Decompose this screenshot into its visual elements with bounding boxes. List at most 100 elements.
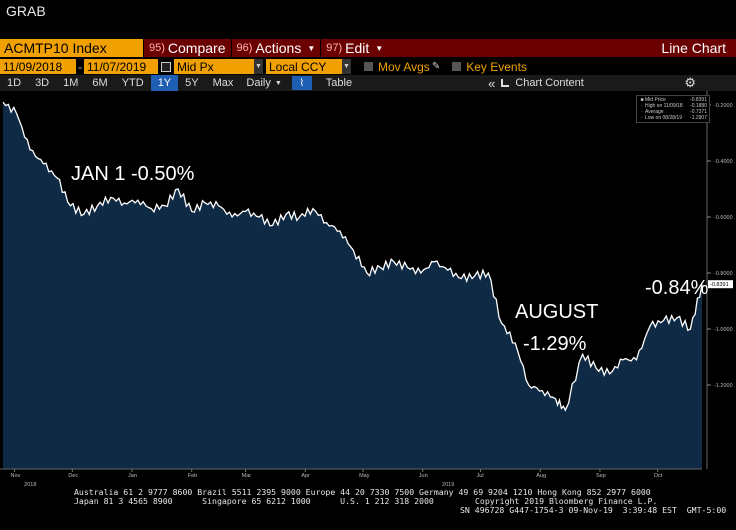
legend-label: Average (645, 109, 664, 115)
period-1m[interactable]: 1M (63, 77, 79, 89)
actions-label: Actions (255, 40, 302, 56)
period-5y[interactable]: 5Y (185, 77, 199, 89)
legend-label: Mid Price (645, 97, 666, 103)
gear-icon[interactable]: ⚙ (684, 75, 696, 90)
ticker-field[interactable]: ACMTP10 Index (0, 39, 143, 57)
legend-label: High on 11/09/18 (645, 103, 683, 109)
caret-down-icon: ▼ (274, 79, 282, 87)
y-tick-label: -0.8000 (714, 271, 733, 277)
footer: Australia 61 2 9777 8600 Brazil 5511 239… (0, 487, 736, 530)
x-tick-label: Apr (301, 473, 310, 479)
table-button[interactable]: Table (325, 77, 353, 89)
date-separator: - (78, 59, 82, 74)
settings-bar: 11/09/2018 - 11/07/2019 Mid Px ▼ Local C… (0, 58, 736, 75)
period-ytd[interactable]: YTD (121, 77, 144, 89)
compare-button[interactable]: 95) Compare (143, 39, 231, 57)
series-line (2, 101, 703, 412)
footer-contacts-line1: Australia 61 2 9777 8600 Brazil 5511 239… (74, 487, 651, 497)
chart-canvas: -0.2000 -0.4000 -0.6000 -0.8000 -1.0000 -1.20… (0, 91, 733, 488)
annotation-august-value: -1.29% (523, 333, 587, 355)
chart-content-icon (501, 79, 510, 87)
calendar-icon[interactable] (161, 61, 171, 72)
x-tick-label: Dec (68, 473, 78, 479)
key-events-checkbox[interactable] (452, 62, 462, 71)
chart-legend: ■ Mid Price -0.8391 · High on 11/09/18 -… (636, 95, 710, 123)
period-max[interactable]: Max (212, 77, 234, 89)
x-tick-label: Oct (654, 473, 663, 479)
mov-avgs-label: Mov Avgs (378, 59, 430, 74)
legend-swatch: · (641, 109, 643, 115)
period-1y[interactable]: 1Y (150, 75, 179, 91)
y-tick-label: -0.4000 (714, 159, 733, 165)
x-tick-label: Nov (11, 473, 21, 479)
actions-menu-button[interactable]: 96) Actions ▼ (230, 39, 321, 57)
legend-swatch: · (641, 115, 643, 121)
y-tick-label: -0.6000 (714, 215, 733, 221)
period-1d[interactable]: 1D (7, 77, 22, 89)
series-area (3, 102, 702, 469)
last-price-label: -0.8391 (710, 282, 729, 288)
chart-content-label: Chart Content (515, 77, 584, 89)
start-date-input[interactable]: 11/09/2018 (0, 59, 76, 74)
footer-contacts-line2: Japan 81 3 4565 8900 Singapore 65 6212 1… (74, 496, 434, 506)
field-dropdown-icon[interactable]: ▼ (254, 59, 263, 74)
x-tick-label: Feb (188, 473, 197, 479)
period-bar: 1D 3D 1M 6M YTD 1Y 5Y Max Daily ▼ ⌇ Tabl… (0, 75, 736, 91)
period-6m[interactable]: 6M (92, 77, 108, 89)
legend-swatch: · (641, 103, 643, 109)
currency-select[interactable]: Local CCY (266, 59, 342, 74)
last-price-marker (708, 280, 733, 289)
legend-value: -0.8391 (690, 97, 707, 103)
annotation-jan: JAN 1 -0.50% (71, 163, 195, 185)
x-year-label: 2019 (442, 482, 454, 488)
footer-copyright: Copyright 2019 Bloomberg Finance L.P. (475, 496, 658, 506)
edit-label: Edit (345, 40, 370, 56)
edit-shortcut: 97) (326, 42, 343, 54)
x-year-label: 2018 (24, 482, 36, 488)
double-chevron-left-icon[interactable]: « (488, 75, 496, 91)
x-tick-label: Mar (242, 473, 252, 479)
currency-dropdown-icon[interactable]: ▼ (342, 59, 351, 74)
window-title: GRAB (6, 3, 46, 19)
price-chart[interactable]: -0.2000 -0.4000 -0.6000 -0.8000 -1.0000 -1.20… (0, 91, 736, 530)
legend-row: · High on 11/09/18 -0.1880 (639, 103, 707, 109)
caret-down-icon: ▼ (375, 43, 384, 53)
period-3d[interactable]: 3D (35, 77, 50, 89)
pencil-icon[interactable]: ✎ (431, 61, 441, 72)
x-tick-label: Sep (596, 473, 606, 479)
x-tick-label: Jun (419, 473, 428, 479)
end-date-input[interactable]: 11/07/2019 (84, 59, 158, 74)
legend-value: -0.7371 (690, 109, 707, 115)
legend-row: · Average -0.7371 (639, 109, 707, 115)
y-tick-label: -1.0000 (714, 327, 733, 333)
field-select[interactable]: Mid Px (174, 59, 254, 74)
caret-down-icon: ▼ (307, 43, 316, 53)
legend-row: ■ Mid Price -0.8391 (639, 97, 707, 103)
legend-value: -0.1880 (690, 103, 707, 109)
view-title: Line Chart (661, 40, 726, 56)
main-toolbar: ACMTP10 Index 95) Compare 96) Actions ▼ … (0, 39, 736, 57)
chart-content-button[interactable]: Chart Content (501, 77, 584, 89)
annotation-last: -0.84% (645, 277, 709, 299)
y-tick-label: -0.2000 (714, 103, 733, 109)
footer-session: SN 496728 G447-1754-3 09-Nov-19 3:39:48 … (460, 505, 727, 515)
x-tick-label: Aug (536, 473, 546, 479)
x-tick-label: Jul (477, 473, 484, 479)
annotation-august: AUGUST (515, 301, 599, 323)
mov-avgs-checkbox[interactable] (364, 62, 373, 71)
compare-label: Compare (167, 40, 226, 56)
frequency-label: Daily (246, 77, 271, 89)
compare-shortcut: 95) (149, 42, 165, 54)
x-tick-label: Jan (128, 473, 137, 479)
legend-row: · Low on 08/28/19 -1.2907 (639, 115, 707, 121)
legend-value: -1.2907 (690, 115, 707, 121)
edit-menu-button[interactable]: 97) Edit ▼ (320, 39, 388, 57)
legend-label: Low on 08/28/19 (645, 115, 682, 121)
legend-swatch: ■ (640, 97, 644, 103)
frequency-select[interactable]: Daily ▼ (240, 77, 287, 89)
key-events-label: Key Events (466, 59, 527, 74)
y-tick-label: -1.2000 (714, 383, 733, 389)
line-chart-icon[interactable]: ⌇ (291, 76, 312, 90)
actions-shortcut: 96) (236, 42, 253, 54)
x-tick-label: May (359, 473, 370, 479)
